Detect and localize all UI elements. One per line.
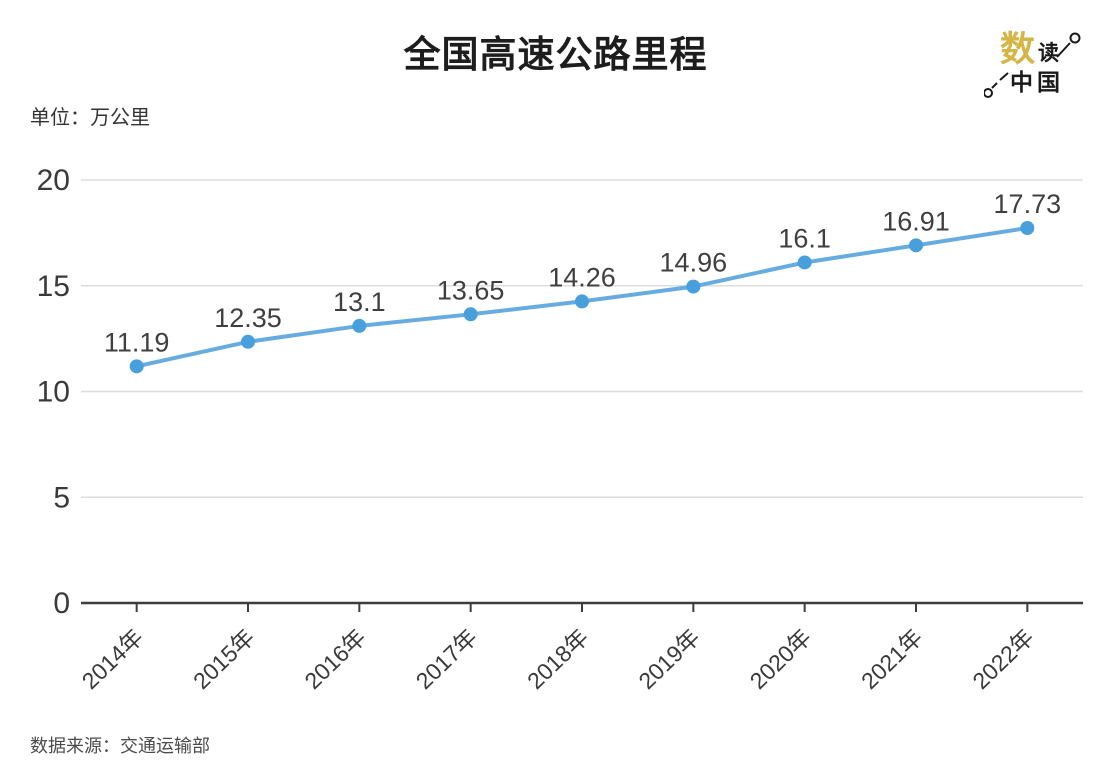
data-source-label: 数据来源：交通运输部 [30,736,210,756]
shudu-zhongguo-logo: 数 读 中国 [984,22,1099,110]
unit-label: 单位：万公里 [30,107,150,129]
logo-main-char: 数 [1000,30,1035,69]
data-point-marker [129,359,144,374]
data-point-marker [909,238,923,253]
data-point-label: 12.35 [214,303,282,333]
trend-line-up-icon [1056,32,1081,58]
x-axis-tick-label: 2020年 [745,624,816,694]
trend-line-down-icon [984,72,1009,98]
data-point-label: 16.91 [882,206,950,236]
x-axis-tick-label: 2015年 [188,624,259,694]
x-axis-tick-label: 2014年 [77,624,148,694]
y-axis-tick-label: 15 [37,270,70,303]
x-axis-tick-label: 2016年 [299,624,370,694]
data-point-label: 14.26 [548,262,616,292]
data-point-marker [241,334,255,349]
data-point-marker [1020,221,1035,236]
logo-sub-char: 读 [1038,41,1059,65]
data-point-label: 11.19 [104,327,170,357]
data-point-label: 13.1 [333,287,386,317]
data-point-marker [352,318,367,333]
x-axis-tick-label: 2019年 [633,624,704,694]
x-axis-tick-label: 2017年 [411,624,482,694]
logo-graphic: 数 读 中国 [984,30,1081,98]
data-point-label: 13.65 [437,275,505,305]
line-chart: 0 5 10 15 20 2014年 2015年 2016年 2017年 2018年 2019年 20… [37,164,1083,694]
logo-bottom-text: 中国 [1010,70,1064,95]
data-point-label: 17.73 [994,189,1062,219]
data-point-marker [797,255,812,270]
x-axis-tick-label: 2022年 [967,624,1038,694]
data-point-marker [686,279,701,294]
y-axis-tick-label: 0 [53,587,70,620]
chart-title: 全国高速公路里程 [403,34,708,75]
x-axis-tick-label: 2021年 [856,624,927,694]
y-axis-tick-label: 20 [37,164,70,197]
y-axis-tick-label: 5 [53,481,70,514]
data-point-marker [463,307,478,322]
data-point-label: 16.1 [778,223,831,253]
data-point-label: 14.96 [660,248,728,278]
y-axis-tick-label: 10 [37,376,70,409]
x-axis-tick-label: 2018年 [522,624,593,694]
data-point-marker [575,294,589,309]
